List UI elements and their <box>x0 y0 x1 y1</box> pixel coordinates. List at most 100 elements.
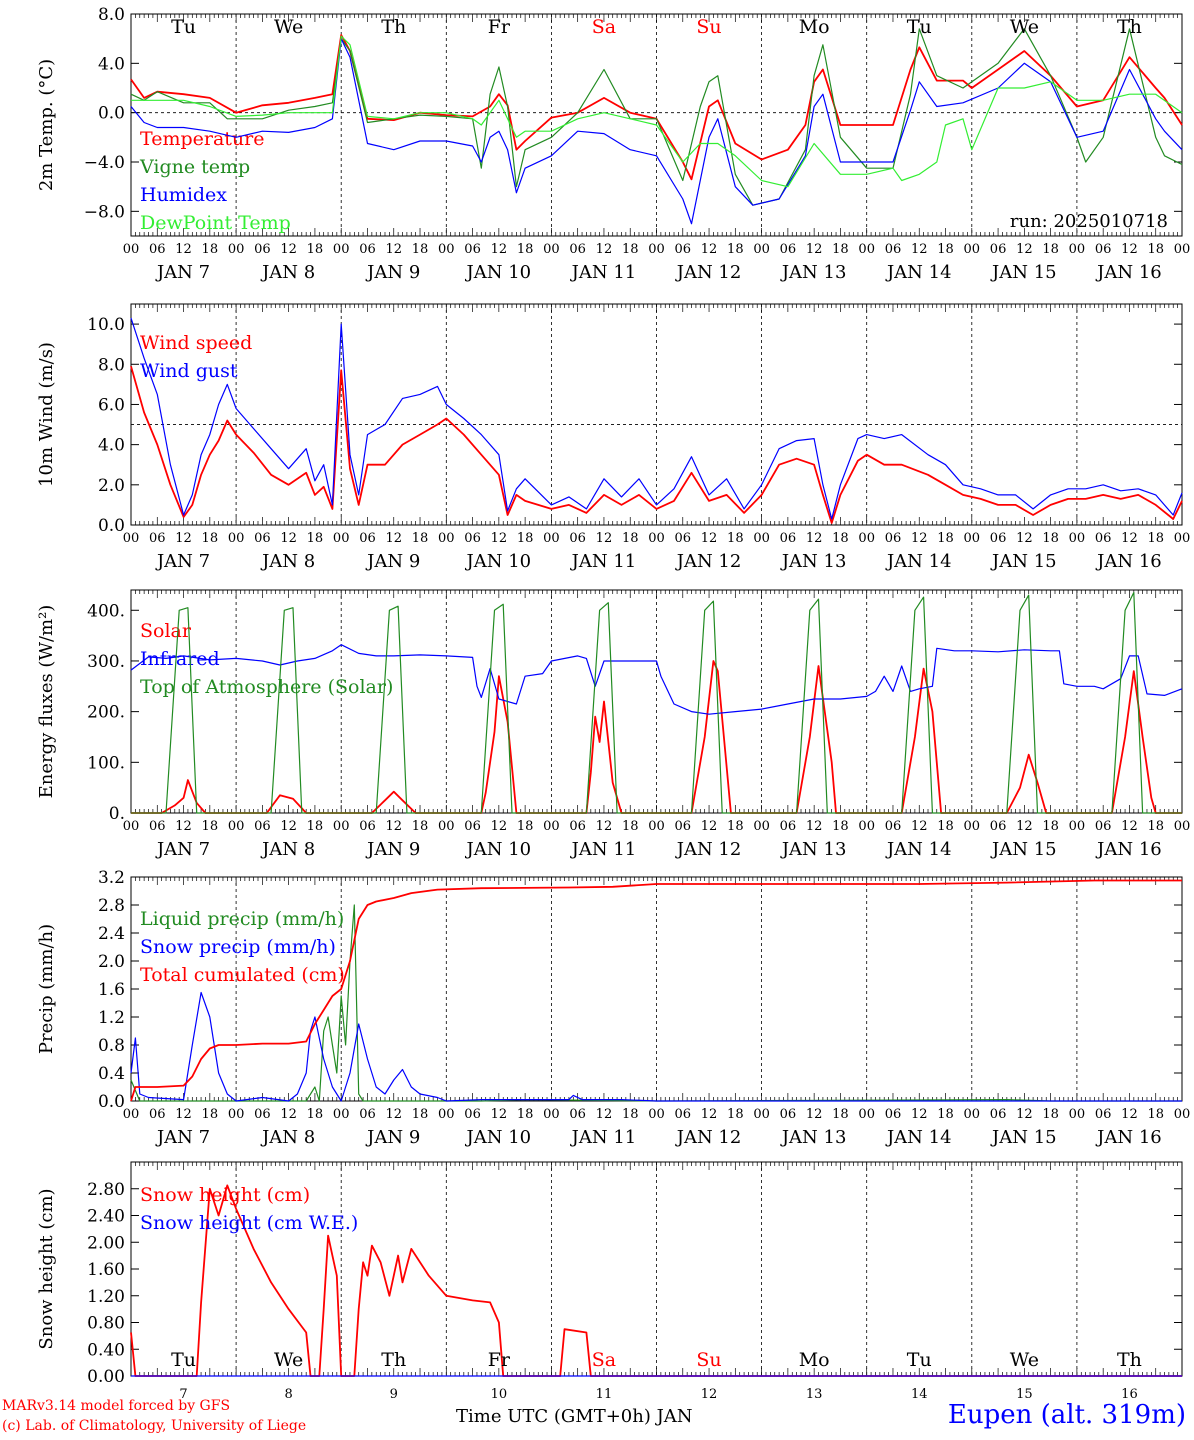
credit-lab: (c) Lab. of Climatology, University of L… <box>2 1418 307 1434</box>
day-label: JAN 9 <box>365 839 420 860</box>
hour-label: 18 <box>202 242 219 257</box>
hour-label: 18 <box>517 242 534 257</box>
day-number: 16 <box>1121 1387 1138 1402</box>
run-label: run: 2025010718 <box>1010 211 1168 232</box>
series-dewpoint-temp <box>131 35 1183 188</box>
hour-label: 00 <box>1069 531 1086 546</box>
hour-label: 12 <box>385 242 402 257</box>
hour-label: 06 <box>464 531 481 546</box>
y-tick-label: 2.40 <box>87 1207 125 1227</box>
hour-label: 18 <box>412 819 429 834</box>
day-label: JAN 7 <box>155 262 210 283</box>
hour-label: 12 <box>701 1107 718 1122</box>
hour-label: 06 <box>569 819 586 834</box>
weekday-label: We <box>274 16 303 38</box>
y-tick-label: 2.0 <box>98 476 125 496</box>
day-number: 14 <box>911 1387 928 1402</box>
hour-label: 00 <box>1069 242 1086 257</box>
weekday-label: Fr <box>488 16 511 38</box>
hour-label: 18 <box>727 242 744 257</box>
hour-label: 12 <box>806 1107 823 1122</box>
series-wind-speed <box>130 366 1183 524</box>
hour-label: 18 <box>937 819 954 834</box>
hour-label: 18 <box>622 242 639 257</box>
hour-label: 12 <box>491 1107 508 1122</box>
panel-wind: 10.0 8.0 6.0 4.0 2.0 0.0 10m Wind (m/s) Wind sp… <box>36 303 1190 572</box>
day-number: 9 <box>390 1387 398 1402</box>
hour-label: 18 <box>307 531 324 546</box>
y-tick-label: 1.20 <box>87 1287 125 1307</box>
y-tick-label: 2.4 <box>98 924 125 944</box>
hour-label: 00 <box>753 531 770 546</box>
hour-label: 06 <box>1095 242 1112 257</box>
series-total-cumulated-cm <box>130 879 1182 1102</box>
day-label: JAN 14 <box>885 1127 952 1148</box>
y-tick-label: 0. <box>109 804 125 824</box>
day-label: JAN 10 <box>465 839 532 860</box>
legend-entry: Wind speed <box>140 332 252 354</box>
hour-label: 00 <box>438 819 455 834</box>
day-label: JAN 9 <box>365 551 420 572</box>
series-humidex <box>130 38 1183 225</box>
hour-label: 06 <box>1095 531 1112 546</box>
hour-label: 00 <box>858 242 875 257</box>
weekday-label: Tu <box>907 1349 932 1371</box>
day-label: JAN 14 <box>885 262 952 283</box>
hour-label: 12 <box>385 1107 402 1122</box>
day-label: JAN 16 <box>1095 1127 1162 1148</box>
hour-label: 00 <box>1069 819 1086 834</box>
credit-model: MARv3.14 model forced by GFS <box>2 1398 231 1414</box>
y-tick-label: 2.0 <box>98 952 125 972</box>
weekday-label: Mo <box>799 1349 830 1371</box>
hour-label: 06 <box>149 242 166 257</box>
weekday-label: Tu <box>171 16 196 38</box>
weekday-label: Fr <box>488 1349 511 1371</box>
hour-label: 00 <box>1069 1107 1086 1122</box>
hour-label: 12 <box>596 1107 613 1122</box>
plot-frame <box>130 589 1183 814</box>
day-label: JAN 12 <box>675 262 742 283</box>
hour-label: 06 <box>675 242 692 257</box>
hour-label: 18 <box>727 531 744 546</box>
legend-entry: Wind gust <box>140 360 238 382</box>
hour-label: 18 <box>622 819 639 834</box>
hour-label: 00 <box>543 819 560 834</box>
series-liquid-precip-mm-h <box>130 904 1182 1102</box>
day-label: JAN 10 <box>465 551 532 572</box>
series-vigne-temp <box>130 28 1183 206</box>
y-tick-label: 8.0 <box>98 5 125 25</box>
hour-label: 00 <box>753 819 770 834</box>
weekday-label: Th <box>381 1349 406 1371</box>
series-top-of-atmosphere-solar <box>131 591 1182 814</box>
y-tick-label: 2.8 <box>98 896 125 916</box>
series-infrared <box>130 644 1183 715</box>
hour-label: 18 <box>937 1107 954 1122</box>
hour-label: 12 <box>596 819 613 834</box>
day-label: JAN 16 <box>1095 262 1162 283</box>
hour-label: 06 <box>569 1107 586 1122</box>
hour-label: 00 <box>648 531 665 546</box>
hour-label: 12 <box>1016 531 1033 546</box>
weekday-label: Su <box>696 1349 721 1371</box>
hour-label: 06 <box>990 531 1007 546</box>
y-tick-label: 1.6 <box>98 980 125 1000</box>
day-label: JAN 16 <box>1095 839 1162 860</box>
hour-label: 06 <box>149 531 166 546</box>
day-label: JAN 7 <box>155 839 210 860</box>
hour-label: 06 <box>359 819 376 834</box>
hour-label: 00 <box>1174 1107 1191 1122</box>
day-label: JAN 8 <box>260 839 315 860</box>
hour-label: 00 <box>228 242 245 257</box>
hour-label: 00 <box>648 1107 665 1122</box>
hour-label: 18 <box>307 1107 324 1122</box>
series-solar <box>131 660 1182 814</box>
hour-label: 06 <box>149 819 166 834</box>
day-label: JAN 14 <box>885 839 952 860</box>
hour-label: 06 <box>780 242 797 257</box>
hour-label: 18 <box>622 531 639 546</box>
weekday-label: Th <box>381 16 406 38</box>
y-tick-label: −8.0 <box>84 202 125 222</box>
hour-label: 06 <box>254 819 271 834</box>
hour-label: 18 <box>202 1107 219 1122</box>
hour-label: 12 <box>385 819 402 834</box>
